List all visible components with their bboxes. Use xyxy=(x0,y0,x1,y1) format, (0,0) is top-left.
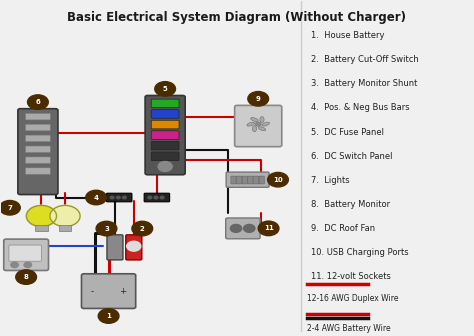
Circle shape xyxy=(248,91,269,106)
Text: 10. USB Charging Ports: 10. USB Charging Ports xyxy=(311,248,409,257)
Ellipse shape xyxy=(252,126,256,132)
Text: 5.  DC Fuse Panel: 5. DC Fuse Panel xyxy=(311,128,384,136)
FancyBboxPatch shape xyxy=(26,157,50,164)
FancyBboxPatch shape xyxy=(235,106,282,147)
Circle shape xyxy=(50,205,80,226)
Text: 9: 9 xyxy=(256,96,261,102)
FancyBboxPatch shape xyxy=(26,146,50,153)
Circle shape xyxy=(0,201,20,215)
FancyBboxPatch shape xyxy=(9,245,41,261)
Circle shape xyxy=(268,172,288,187)
Circle shape xyxy=(24,262,32,267)
Circle shape xyxy=(27,95,48,109)
FancyBboxPatch shape xyxy=(4,239,48,270)
Text: 6.  DC Switch Panel: 6. DC Switch Panel xyxy=(311,152,393,161)
FancyBboxPatch shape xyxy=(59,225,71,231)
Ellipse shape xyxy=(251,118,258,122)
Circle shape xyxy=(258,221,279,236)
FancyBboxPatch shape xyxy=(231,176,236,184)
FancyBboxPatch shape xyxy=(151,141,179,150)
Text: 4: 4 xyxy=(93,195,99,201)
Circle shape xyxy=(148,196,152,199)
FancyBboxPatch shape xyxy=(259,176,264,184)
Circle shape xyxy=(230,224,242,233)
Text: 10: 10 xyxy=(273,177,283,183)
Circle shape xyxy=(11,262,18,267)
Text: 2: 2 xyxy=(140,225,145,232)
Text: 11. 12-volt Sockets: 11. 12-volt Sockets xyxy=(311,272,392,281)
Ellipse shape xyxy=(247,122,255,126)
FancyBboxPatch shape xyxy=(26,135,50,142)
FancyBboxPatch shape xyxy=(254,176,259,184)
FancyBboxPatch shape xyxy=(151,99,179,108)
Circle shape xyxy=(155,82,175,96)
FancyBboxPatch shape xyxy=(248,176,253,184)
Circle shape xyxy=(27,205,56,226)
Circle shape xyxy=(110,196,114,199)
FancyBboxPatch shape xyxy=(226,218,260,239)
Text: 7: 7 xyxy=(8,205,12,211)
Text: 3.  Battery Monitor Shunt: 3. Battery Monitor Shunt xyxy=(311,79,418,88)
Circle shape xyxy=(132,221,153,236)
Circle shape xyxy=(117,196,120,199)
Circle shape xyxy=(122,196,126,199)
Circle shape xyxy=(98,309,119,323)
Text: 2.  Battery Cut-Off Switch: 2. Battery Cut-Off Switch xyxy=(311,55,419,64)
Text: 8.  Battery Monitor: 8. Battery Monitor xyxy=(311,200,391,209)
Circle shape xyxy=(160,196,164,199)
FancyBboxPatch shape xyxy=(26,168,50,174)
FancyBboxPatch shape xyxy=(226,172,269,187)
Circle shape xyxy=(127,241,141,251)
FancyBboxPatch shape xyxy=(26,113,50,120)
FancyBboxPatch shape xyxy=(26,124,50,131)
FancyBboxPatch shape xyxy=(107,193,132,202)
FancyBboxPatch shape xyxy=(107,235,123,260)
Circle shape xyxy=(244,224,255,233)
Ellipse shape xyxy=(260,117,264,122)
Circle shape xyxy=(158,162,172,171)
Text: 9.  DC Roof Fan: 9. DC Roof Fan xyxy=(311,224,375,233)
Text: 7.  Lights: 7. Lights xyxy=(311,176,350,185)
Text: 6: 6 xyxy=(36,99,40,105)
Text: Basic Electrical System Diagram (Without Charger): Basic Electrical System Diagram (Without… xyxy=(67,11,407,24)
FancyBboxPatch shape xyxy=(18,109,58,195)
Circle shape xyxy=(16,270,36,284)
Circle shape xyxy=(255,122,261,126)
Circle shape xyxy=(154,196,158,199)
FancyBboxPatch shape xyxy=(242,176,247,184)
FancyBboxPatch shape xyxy=(151,152,179,161)
FancyBboxPatch shape xyxy=(144,193,170,202)
FancyBboxPatch shape xyxy=(145,95,185,175)
Circle shape xyxy=(96,221,117,236)
Text: 1: 1 xyxy=(106,313,111,319)
Text: 8: 8 xyxy=(24,274,28,280)
Text: 12-16 AWG Duplex Wire: 12-16 AWG Duplex Wire xyxy=(307,294,398,303)
Ellipse shape xyxy=(262,122,270,126)
Text: 5: 5 xyxy=(163,86,167,92)
FancyBboxPatch shape xyxy=(151,110,179,118)
FancyBboxPatch shape xyxy=(151,131,179,139)
FancyBboxPatch shape xyxy=(237,176,242,184)
FancyBboxPatch shape xyxy=(36,225,47,231)
Text: 11: 11 xyxy=(264,225,273,232)
Ellipse shape xyxy=(258,127,266,131)
Text: 4.  Pos. & Neg Bus Bars: 4. Pos. & Neg Bus Bars xyxy=(311,103,410,113)
Text: 1.  House Battery: 1. House Battery xyxy=(311,31,385,40)
FancyBboxPatch shape xyxy=(126,235,142,260)
Text: 3: 3 xyxy=(104,225,109,232)
Text: 2-4 AWG Battery Wire: 2-4 AWG Battery Wire xyxy=(307,324,391,333)
Circle shape xyxy=(86,190,107,205)
FancyBboxPatch shape xyxy=(151,120,179,129)
FancyBboxPatch shape xyxy=(82,274,136,308)
Text: -          +: - + xyxy=(91,287,127,296)
